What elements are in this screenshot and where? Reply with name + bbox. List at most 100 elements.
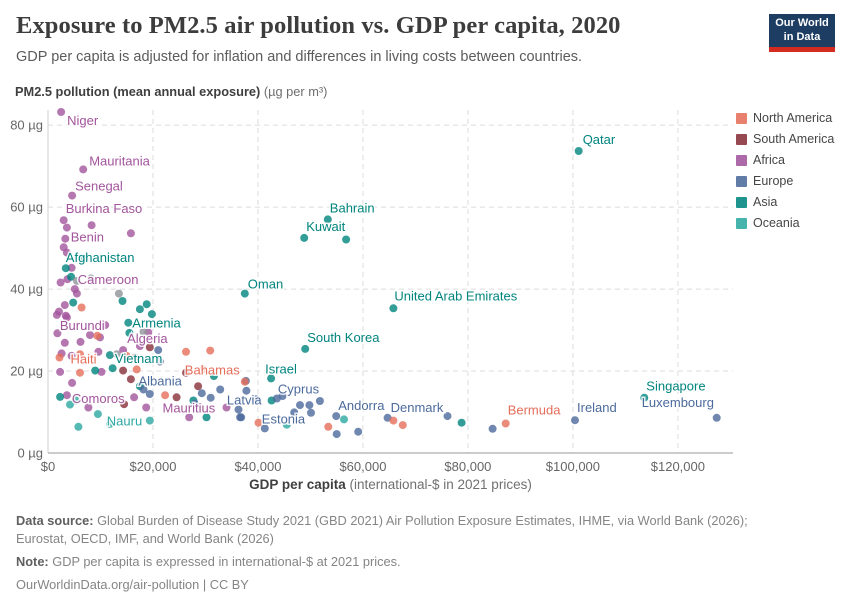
legend-item[interactable]: South America — [736, 132, 834, 146]
data-point[interactable] — [55, 307, 63, 316]
data-point[interactable] — [172, 393, 181, 402]
data-point[interactable] — [79, 165, 88, 174]
data-point[interactable] — [126, 229, 135, 238]
data-point[interactable] — [194, 382, 203, 391]
data-point[interactable] — [61, 264, 70, 273]
data-point[interactable] — [155, 357, 164, 366]
data-point[interactable] — [124, 318, 133, 327]
data-point[interactable] — [57, 108, 66, 116]
data-point[interactable] — [135, 305, 144, 314]
data-point[interactable] — [147, 310, 156, 319]
data-point[interactable] — [354, 427, 363, 436]
data-point[interactable] — [56, 392, 65, 401]
data-point[interactable] — [324, 422, 333, 431]
data-point[interactable] — [62, 248, 71, 257]
data-point[interactable] — [97, 367, 106, 376]
data-point[interactable] — [119, 346, 128, 355]
data-point[interactable] — [307, 408, 315, 417]
data-point[interactable] — [112, 350, 121, 359]
legend-item[interactable]: Oceania — [736, 216, 834, 230]
data-point[interactable] — [237, 413, 246, 422]
legend-item[interactable]: Europe — [736, 174, 834, 188]
data-point[interactable] — [139, 327, 148, 336]
data-point[interactable] — [332, 430, 341, 439]
data-point[interactable] — [198, 365, 207, 374]
data-point[interactable] — [105, 419, 114, 428]
data-point[interactable] — [305, 401, 314, 410]
data-point[interactable] — [131, 353, 140, 362]
data-point[interactable] — [71, 396, 80, 405]
data-point[interactable] — [74, 422, 83, 431]
data-point[interactable] — [197, 389, 206, 398]
data-point[interactable] — [61, 234, 70, 243]
data-point[interactable] — [712, 413, 721, 422]
data-point[interactable] — [53, 329, 62, 338]
data-point[interactable] — [342, 235, 351, 244]
data-point[interactable] — [182, 347, 190, 356]
data-point[interactable] — [154, 346, 163, 355]
data-point[interactable] — [254, 418, 263, 427]
citation-link[interactable]: OurWorldinData.org/air-pollution — [16, 577, 200, 593]
data-point[interactable] — [139, 385, 148, 394]
data-point[interactable] — [240, 289, 249, 298]
data-point[interactable] — [68, 191, 77, 200]
data-point[interactable] — [209, 372, 218, 380]
data-point[interactable] — [323, 215, 332, 224]
data-point[interactable] — [76, 350, 84, 359]
data-point[interactable] — [132, 365, 141, 374]
data-point[interactable] — [118, 297, 127, 305]
data-point[interactable] — [67, 263, 76, 272]
data-point[interactable] — [501, 419, 510, 428]
data-point[interactable] — [142, 300, 151, 309]
data-point[interactable] — [101, 321, 110, 330]
data-point[interactable] — [222, 403, 231, 412]
data-point[interactable] — [62, 391, 71, 400]
data-point[interactable] — [130, 393, 139, 402]
data-point[interactable] — [332, 412, 341, 421]
data-point[interactable] — [94, 347, 103, 356]
data-point[interactable] — [69, 298, 78, 307]
owid-logo[interactable]: Our World in Data — [769, 14, 835, 52]
data-point[interactable] — [191, 399, 199, 408]
data-point[interactable] — [488, 424, 497, 433]
data-point[interactable] — [145, 416, 154, 425]
data-point[interactable] — [56, 278, 65, 287]
data-point[interactable] — [84, 403, 93, 412]
data-point[interactable] — [67, 272, 76, 281]
data-point[interactable] — [77, 303, 86, 312]
data-point[interactable] — [62, 223, 71, 232]
data-point[interactable] — [282, 420, 291, 429]
data-point[interactable] — [93, 410, 102, 419]
data-point[interactable] — [68, 378, 77, 387]
data-point[interactable] — [301, 344, 310, 353]
data-point[interactable] — [91, 366, 100, 375]
data-point[interactable] — [240, 377, 249, 386]
data-point[interactable] — [60, 338, 69, 347]
data-point[interactable] — [398, 421, 407, 430]
data-point[interactable] — [120, 400, 129, 409]
data-point[interactable] — [260, 424, 269, 433]
data-point[interactable] — [296, 401, 304, 410]
data-point[interactable] — [290, 408, 299, 417]
data-point[interactable] — [56, 367, 65, 376]
data-point[interactable] — [234, 405, 243, 414]
data-point[interactable] — [72, 289, 81, 298]
data-point[interactable] — [125, 328, 134, 337]
legend-item[interactable]: Asia — [736, 195, 834, 209]
data-point[interactable] — [119, 366, 128, 375]
data-point[interactable] — [126, 375, 135, 384]
data-point[interactable] — [278, 392, 287, 400]
data-point[interactable] — [389, 304, 398, 313]
data-point[interactable] — [93, 331, 102, 340]
legend-item[interactable]: Africa — [736, 153, 834, 167]
data-point[interactable] — [206, 346, 215, 355]
data-point[interactable] — [87, 221, 96, 230]
data-point[interactable] — [59, 216, 68, 225]
data-point[interactable] — [185, 413, 194, 422]
data-point[interactable] — [300, 233, 309, 242]
data-point[interactable] — [122, 351, 131, 360]
data-point[interactable] — [267, 374, 276, 383]
data-point[interactable] — [216, 385, 225, 394]
data-point[interactable] — [202, 413, 211, 422]
